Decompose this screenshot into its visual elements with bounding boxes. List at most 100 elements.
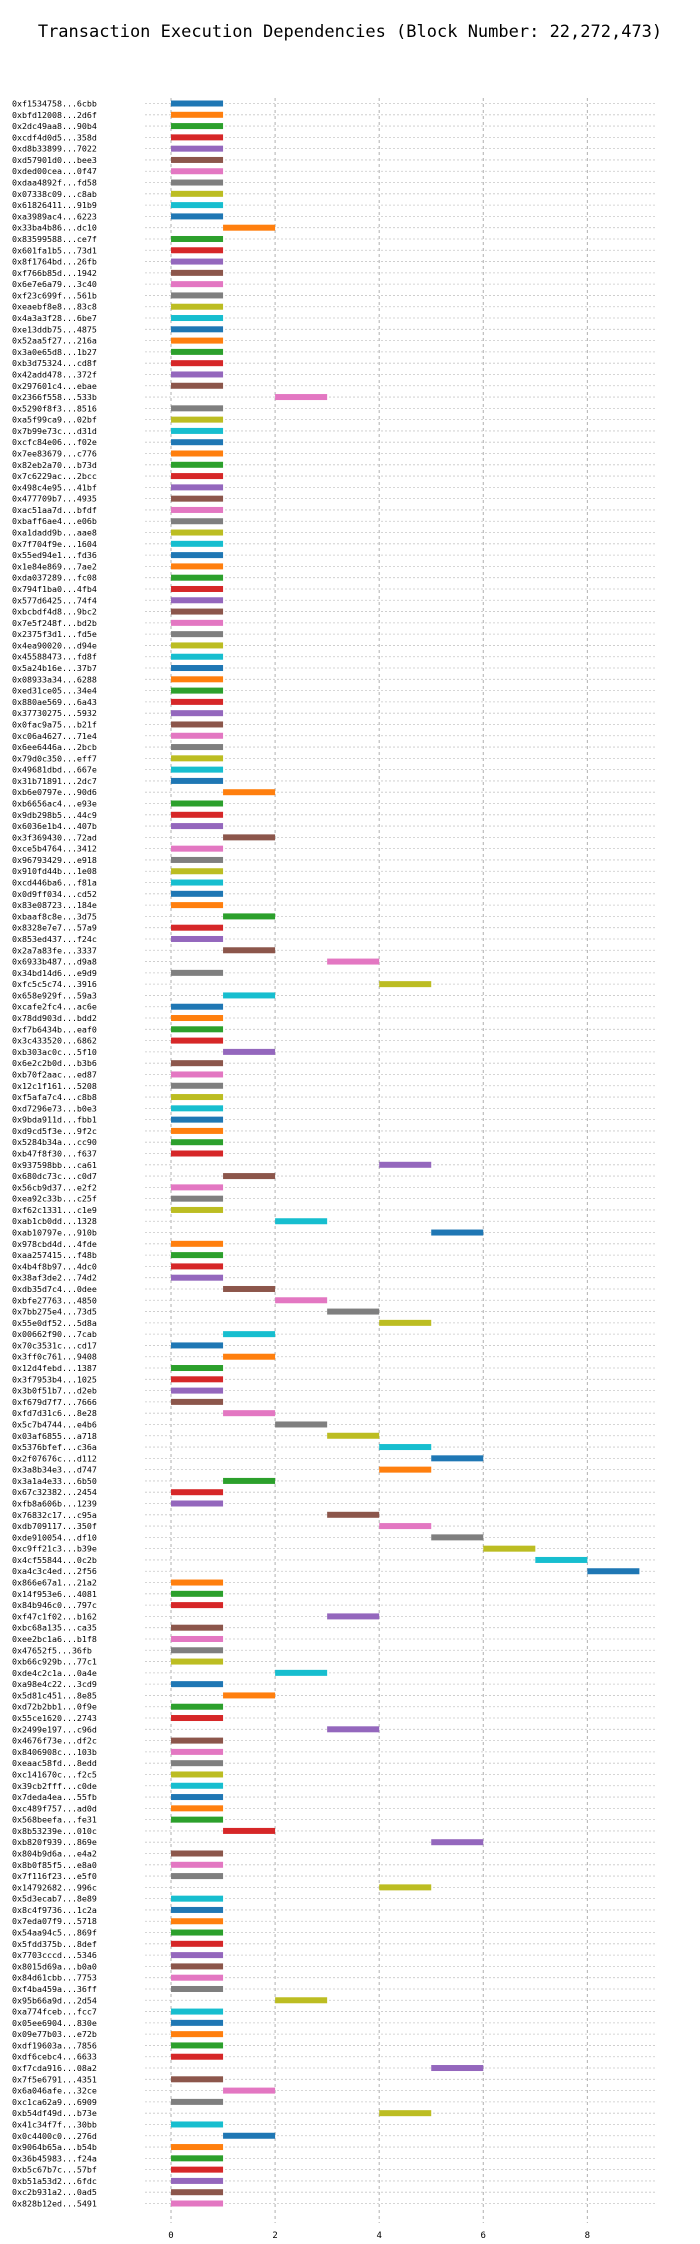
transaction-bar bbox=[171, 111, 224, 118]
transaction-bar bbox=[171, 247, 224, 254]
transaction-label: 0x38af3de2...74d2 bbox=[12, 1273, 97, 1283]
transaction-label: 0x3c433520...6862 bbox=[12, 1036, 97, 1046]
transaction-label: 0xb54df49d...b73e bbox=[12, 2108, 97, 2118]
transaction-label: 0x12d4febd...1387 bbox=[12, 1363, 97, 1373]
transaction-label: 0xdaa4892f...fd58 bbox=[12, 178, 97, 188]
transaction-bar bbox=[171, 2189, 224, 2196]
transaction-bar bbox=[171, 1015, 224, 1022]
transaction-label: 0xd7296e73...b0e3 bbox=[12, 1103, 97, 1113]
transaction-label: 0x76832c17...c95a bbox=[12, 1510, 97, 1520]
transaction-label: 0xb303ac0c...5f10 bbox=[12, 1047, 97, 1057]
transaction-label: 0x2375f3d1...fd5e bbox=[12, 629, 97, 639]
transaction-bar bbox=[171, 1026, 224, 1033]
transaction-bar bbox=[171, 1918, 224, 1925]
transaction-bar bbox=[171, 1500, 224, 1507]
transaction-label: 0x34bd14d6...e9d9 bbox=[12, 968, 97, 978]
transaction-label: 0x8f1764bd...26fb bbox=[12, 257, 97, 267]
transaction-label: 0x978cbd4d...4fde bbox=[12, 1239, 97, 1249]
transaction-bar bbox=[171, 360, 224, 367]
transaction-label: 0x5376bfef...c36a bbox=[12, 1442, 97, 1452]
transaction-bar bbox=[171, 292, 224, 299]
transaction-bar bbox=[171, 1252, 224, 1259]
transaction-bar bbox=[379, 1884, 432, 1891]
transaction-label: 0x39cb2fff...c0de bbox=[12, 1781, 97, 1791]
transaction-bar bbox=[171, 1703, 224, 1710]
transaction-bar bbox=[171, 427, 224, 434]
transaction-bar bbox=[171, 416, 224, 423]
transaction-bar bbox=[171, 1635, 224, 1642]
transaction-label: 0xce5b4764...3412 bbox=[12, 844, 97, 854]
transaction-label: 0xf7b6434b...eaf0 bbox=[12, 1024, 97, 1034]
transaction-label: 0xfb8a606b...1239 bbox=[12, 1499, 97, 1509]
transaction-label: 0xb51a53d2...6fdc bbox=[12, 2176, 97, 2186]
transaction-bar bbox=[223, 2087, 276, 2094]
transaction-bar bbox=[171, 450, 224, 457]
transaction-label: 0x5290f8f3...8516 bbox=[12, 403, 97, 413]
transaction-label: 0x9bda911d...fbb1 bbox=[12, 1115, 97, 1125]
transaction-bar bbox=[171, 1003, 224, 1010]
transaction-bar bbox=[171, 213, 224, 220]
transaction-bar bbox=[379, 1466, 432, 1473]
transaction-bar bbox=[327, 1432, 380, 1439]
transaction-bar bbox=[431, 1229, 484, 1236]
transaction-bar bbox=[171, 1906, 224, 1913]
transaction-label: 0x78dd903d...bdd2 bbox=[12, 1013, 97, 1023]
transaction-label: 0xd9cd5f3e...9f2c bbox=[12, 1126, 97, 1136]
transaction-label: 0x6a046afe...32ce bbox=[12, 2086, 97, 2096]
transaction-bar bbox=[171, 156, 224, 163]
transaction-bar bbox=[587, 1568, 640, 1575]
transaction-bar bbox=[171, 811, 224, 818]
transaction-bar bbox=[327, 958, 380, 965]
transaction-label: 0xb47f8f30...f637 bbox=[12, 1149, 97, 1159]
transaction-bar bbox=[275, 1421, 328, 1428]
transaction-label: 0x7b99e73c...d31d bbox=[12, 426, 97, 436]
transaction-bar bbox=[171, 1658, 224, 1665]
transaction-bar bbox=[171, 1771, 224, 1778]
transaction-label: 0x477709b7...4935 bbox=[12, 494, 97, 504]
transaction-bar bbox=[171, 687, 224, 694]
transaction-bar bbox=[171, 337, 224, 344]
transaction-bar bbox=[171, 235, 224, 242]
transaction-bar bbox=[171, 890, 224, 897]
transaction-label: 0x7c6229ac...2bcc bbox=[12, 471, 97, 481]
transaction-bar bbox=[171, 924, 224, 931]
transaction-bar bbox=[171, 2121, 224, 2128]
transaction-label: 0xe13ddb75...4875 bbox=[12, 324, 97, 334]
transaction-label: 0xb6e0797e...90d6 bbox=[12, 787, 97, 797]
transaction-label: 0xcafe2fc4...ac6e bbox=[12, 1002, 97, 1012]
transaction-bar bbox=[171, 800, 224, 807]
transaction-bar bbox=[171, 1940, 224, 1947]
transaction-bar bbox=[171, 631, 224, 638]
transaction-bar bbox=[171, 777, 224, 784]
transaction-label: 0x794f1ba0...4fb4 bbox=[12, 584, 97, 594]
transaction-bar bbox=[171, 1963, 224, 1970]
transaction-bar bbox=[171, 1952, 224, 1959]
transaction-bar bbox=[431, 2065, 484, 2072]
transaction-label: 0x7f116f23...e5f0 bbox=[12, 1871, 97, 1881]
transaction-bar bbox=[171, 529, 224, 536]
transaction-bar bbox=[171, 495, 224, 502]
transaction-bar bbox=[171, 1206, 224, 1213]
transaction-bar bbox=[171, 710, 224, 717]
transaction-label: 0x5c7b4744...e4b6 bbox=[12, 1419, 97, 1429]
transaction-bar bbox=[171, 518, 224, 525]
transaction-label: 0x2a7a83fe...3337 bbox=[12, 945, 97, 955]
transaction-label: 0x47652f5...36fb bbox=[12, 1645, 92, 1655]
transaction-bar bbox=[171, 1263, 224, 1270]
transaction-label: 0x601fa1b5...73d1 bbox=[12, 245, 97, 255]
transaction-label: 0x84b946c0...797c bbox=[12, 1600, 97, 1610]
transaction-bar bbox=[223, 834, 276, 841]
transaction-label: 0x680dc73c...c0d7 bbox=[12, 1171, 97, 1181]
transaction-bar bbox=[171, 100, 224, 107]
transaction-label: 0x0c4400c0...276d bbox=[12, 2131, 97, 2141]
transaction-bar bbox=[171, 281, 224, 288]
transaction-label: 0xa3989ac4...6223 bbox=[12, 211, 97, 221]
transaction-bar bbox=[223, 913, 276, 920]
transaction-bar bbox=[171, 1150, 224, 1157]
transaction-label: 0xbaaf8c8e...3d75 bbox=[12, 911, 97, 921]
transaction-bar bbox=[171, 1387, 224, 1394]
transaction-label: 0x3a1a4e33...6b50 bbox=[12, 1476, 97, 1486]
transaction-bar bbox=[171, 1082, 224, 1089]
transaction-label: 0x09e77b03...e72b bbox=[12, 2029, 97, 2039]
transaction-label: 0xf23c699f...561b bbox=[12, 290, 97, 300]
